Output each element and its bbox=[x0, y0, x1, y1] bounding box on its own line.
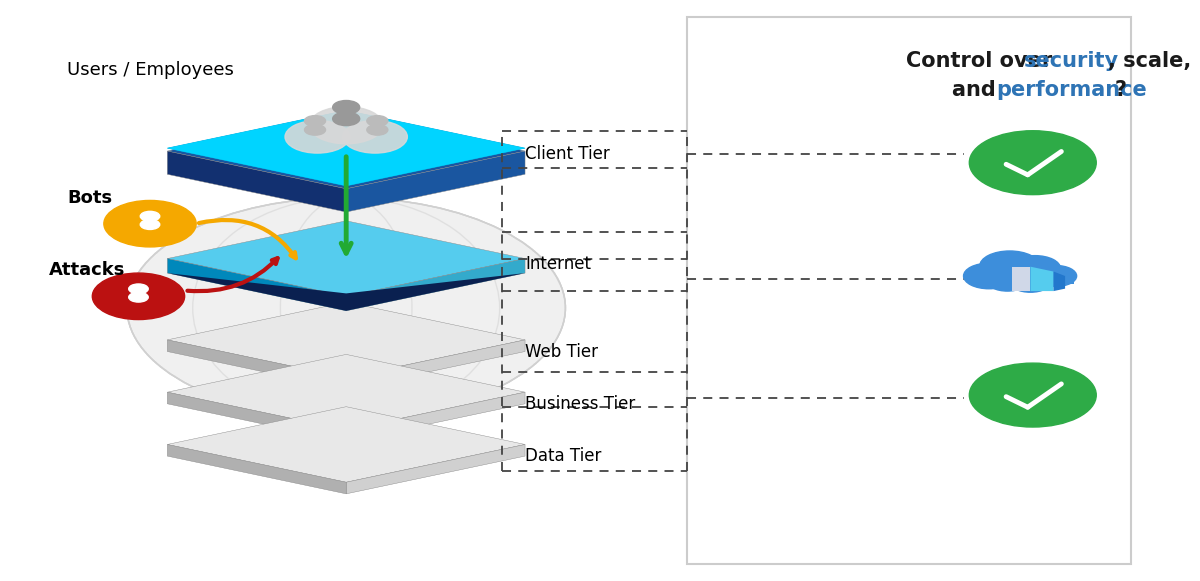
Text: Bots: Bots bbox=[67, 189, 112, 206]
Polygon shape bbox=[167, 221, 526, 296]
Circle shape bbox=[92, 273, 185, 320]
Polygon shape bbox=[167, 259, 346, 311]
Polygon shape bbox=[346, 259, 526, 311]
Polygon shape bbox=[167, 354, 526, 430]
Text: Internet: Internet bbox=[526, 256, 592, 273]
Polygon shape bbox=[1031, 267, 1054, 291]
Polygon shape bbox=[167, 407, 526, 482]
Text: Client Tier: Client Tier bbox=[526, 145, 610, 163]
Text: and: and bbox=[952, 80, 1003, 100]
Text: Control over: Control over bbox=[906, 51, 1060, 71]
Text: Attacks: Attacks bbox=[48, 261, 125, 279]
Polygon shape bbox=[167, 340, 346, 389]
Polygon shape bbox=[346, 392, 526, 442]
Circle shape bbox=[310, 107, 383, 144]
Polygon shape bbox=[167, 151, 346, 212]
Circle shape bbox=[986, 270, 1028, 291]
Polygon shape bbox=[167, 444, 346, 494]
Ellipse shape bbox=[332, 112, 360, 125]
Circle shape bbox=[367, 116, 388, 126]
Polygon shape bbox=[968, 272, 1074, 284]
Circle shape bbox=[305, 116, 325, 126]
Circle shape bbox=[286, 121, 349, 153]
Circle shape bbox=[332, 101, 360, 114]
Polygon shape bbox=[346, 151, 526, 212]
Text: Web Tier: Web Tier bbox=[526, 343, 598, 360]
Text: Users / Employees: Users / Employees bbox=[66, 61, 234, 78]
Polygon shape bbox=[167, 302, 526, 378]
Circle shape bbox=[1036, 266, 1076, 286]
Ellipse shape bbox=[140, 220, 160, 229]
Circle shape bbox=[128, 284, 149, 294]
Text: performance: performance bbox=[996, 80, 1147, 100]
Polygon shape bbox=[1054, 271, 1066, 291]
Circle shape bbox=[970, 131, 1097, 195]
Ellipse shape bbox=[367, 124, 388, 135]
Circle shape bbox=[1009, 256, 1061, 281]
Circle shape bbox=[140, 211, 160, 221]
Polygon shape bbox=[1012, 267, 1031, 291]
Polygon shape bbox=[167, 392, 346, 442]
Ellipse shape bbox=[305, 124, 325, 135]
Text: ?: ? bbox=[1115, 80, 1127, 100]
Polygon shape bbox=[167, 110, 526, 186]
Circle shape bbox=[127, 198, 565, 418]
Polygon shape bbox=[346, 444, 526, 494]
Circle shape bbox=[970, 363, 1097, 427]
Polygon shape bbox=[167, 110, 526, 186]
Text: Data Tier: Data Tier bbox=[526, 447, 601, 465]
Polygon shape bbox=[167, 113, 526, 189]
Circle shape bbox=[104, 200, 196, 247]
FancyBboxPatch shape bbox=[686, 17, 1130, 564]
Ellipse shape bbox=[128, 292, 149, 302]
Polygon shape bbox=[167, 273, 526, 311]
Circle shape bbox=[343, 121, 407, 153]
Text: , scale,: , scale, bbox=[1108, 51, 1192, 71]
Polygon shape bbox=[346, 340, 526, 389]
Circle shape bbox=[964, 263, 1014, 289]
Circle shape bbox=[979, 251, 1039, 281]
Text: security: security bbox=[1024, 51, 1118, 71]
Circle shape bbox=[1009, 271, 1051, 292]
Text: Business Tier: Business Tier bbox=[526, 395, 635, 413]
